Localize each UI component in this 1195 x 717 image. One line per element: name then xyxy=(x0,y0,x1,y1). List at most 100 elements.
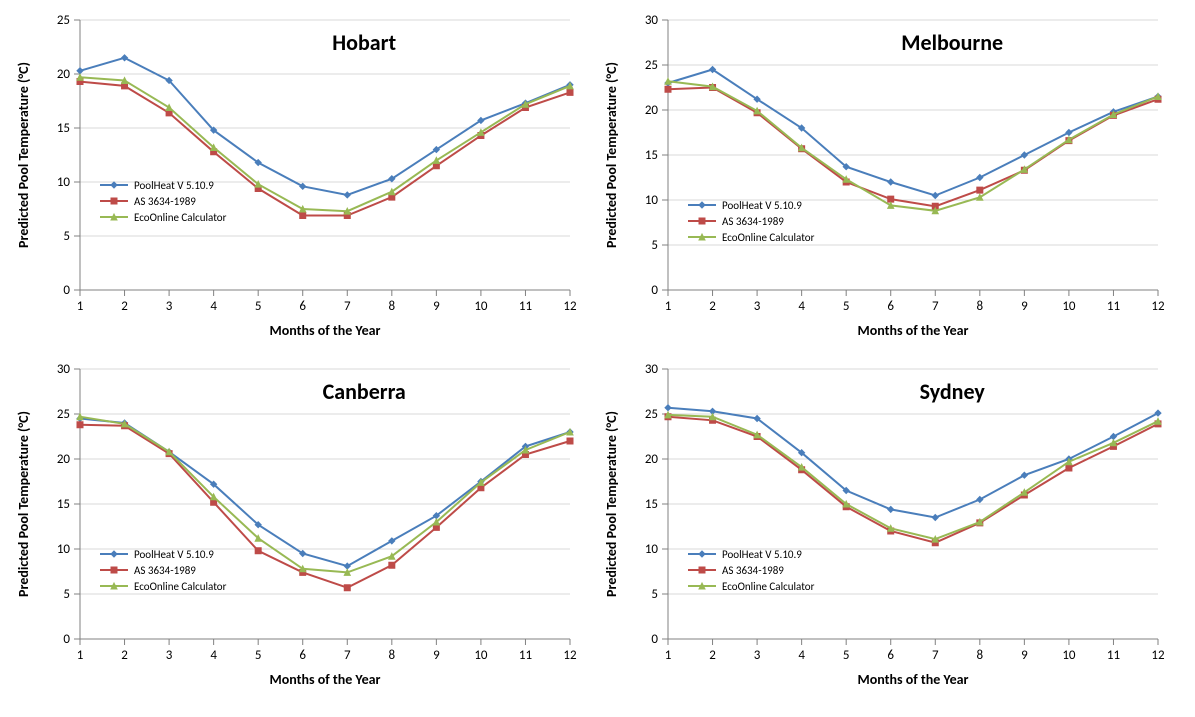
svg-text:5: 5 xyxy=(63,229,70,244)
svg-text:12: 12 xyxy=(563,299,577,314)
svg-text:0: 0 xyxy=(651,283,658,298)
svg-text:6: 6 xyxy=(299,299,306,314)
svg-text:7: 7 xyxy=(931,648,938,663)
svg-text:11: 11 xyxy=(1106,299,1119,314)
svg-text:Melbourne: Melbourne xyxy=(901,29,1003,56)
svg-text:EcoOnline Calculator: EcoOnline Calculator xyxy=(722,231,815,244)
svg-text:20: 20 xyxy=(644,103,658,118)
svg-text:1: 1 xyxy=(664,299,671,314)
svg-text:AS 3634-1989: AS 3634-1989 xyxy=(134,195,196,208)
svg-text:0: 0 xyxy=(63,283,70,298)
svg-text:6: 6 xyxy=(887,648,894,663)
svg-text:EcoOnline Calculator: EcoOnline Calculator xyxy=(722,580,815,593)
svg-text:25: 25 xyxy=(57,13,70,28)
svg-text:Months of the Year: Months of the Year xyxy=(857,322,968,339)
svg-text:25: 25 xyxy=(644,407,657,422)
svg-text:25: 25 xyxy=(644,58,657,73)
svg-text:5: 5 xyxy=(255,648,262,663)
panel-canberra: 051015202530123456789101112CanberraMonth… xyxy=(10,359,598,708)
svg-text:25: 25 xyxy=(57,407,70,422)
svg-text:1: 1 xyxy=(77,648,84,663)
svg-text:5: 5 xyxy=(842,648,849,663)
svg-text:11: 11 xyxy=(519,299,532,314)
svg-text:2: 2 xyxy=(709,299,716,314)
svg-text:11: 11 xyxy=(519,648,532,663)
svg-text:5: 5 xyxy=(842,299,849,314)
svg-text:6: 6 xyxy=(299,648,306,663)
svg-text:0: 0 xyxy=(651,632,658,647)
svg-text:3: 3 xyxy=(166,648,173,663)
svg-text:10: 10 xyxy=(57,542,71,557)
svg-text:30: 30 xyxy=(644,13,658,28)
svg-text:15: 15 xyxy=(644,148,657,163)
svg-text:Months of the Year: Months of the Year xyxy=(857,671,968,688)
svg-text:10: 10 xyxy=(644,193,658,208)
svg-text:8: 8 xyxy=(389,648,396,663)
panel-hobart: 0510152025123456789101112HobartMonths of… xyxy=(10,10,598,359)
svg-text:3: 3 xyxy=(753,648,760,663)
svg-text:15: 15 xyxy=(57,497,70,512)
svg-text:Months of the Year: Months of the Year xyxy=(269,671,380,688)
svg-text:6: 6 xyxy=(887,299,894,314)
svg-text:10: 10 xyxy=(474,299,488,314)
svg-text:PoolHeat V 5.10.9: PoolHeat V 5.10.9 xyxy=(134,179,214,192)
svg-text:12: 12 xyxy=(1151,299,1165,314)
svg-text:Months of the Year: Months of the Year xyxy=(269,322,380,339)
svg-text:EcoOnline Calculator: EcoOnline Calculator xyxy=(134,580,227,593)
svg-text:8: 8 xyxy=(976,648,983,663)
svg-text:AS 3634-1989: AS 3634-1989 xyxy=(722,215,784,228)
svg-text:30: 30 xyxy=(57,362,71,377)
chart-grid: 0510152025123456789101112HobartMonths of… xyxy=(10,10,1185,707)
svg-text:PoolHeat V 5.10.9: PoolHeat V 5.10.9 xyxy=(722,548,802,561)
svg-text:4: 4 xyxy=(798,648,805,663)
panel-melbourne: 051015202530123456789101112MelbourneMont… xyxy=(598,10,1186,359)
svg-text:Predicted Pool Temperature (°C: Predicted Pool Temperature (°C) xyxy=(603,62,620,248)
svg-text:AS 3634-1989: AS 3634-1989 xyxy=(134,564,196,577)
svg-text:20: 20 xyxy=(644,452,658,467)
svg-text:2: 2 xyxy=(121,648,128,663)
svg-text:5: 5 xyxy=(255,299,262,314)
svg-text:9: 9 xyxy=(1021,299,1028,314)
svg-text:10: 10 xyxy=(1062,299,1076,314)
svg-text:PoolHeat V 5.10.9: PoolHeat V 5.10.9 xyxy=(134,548,214,561)
svg-text:AS 3634-1989: AS 3634-1989 xyxy=(722,564,784,577)
svg-text:30: 30 xyxy=(644,362,658,377)
svg-text:20: 20 xyxy=(57,67,71,82)
svg-text:1: 1 xyxy=(664,648,671,663)
svg-text:12: 12 xyxy=(1151,648,1165,663)
svg-text:PoolHeat V 5.10.9: PoolHeat V 5.10.9 xyxy=(722,199,802,212)
svg-text:5: 5 xyxy=(651,238,658,253)
svg-text:20: 20 xyxy=(57,452,71,467)
svg-text:3: 3 xyxy=(166,299,173,314)
svg-text:Predicted Pool Temperature (°C: Predicted Pool Temperature (°C) xyxy=(603,411,620,597)
svg-text:11: 11 xyxy=(1106,648,1119,663)
svg-text:Sydney: Sydney xyxy=(919,378,985,405)
svg-text:10: 10 xyxy=(1062,648,1076,663)
svg-text:4: 4 xyxy=(210,648,217,663)
svg-text:2: 2 xyxy=(121,299,128,314)
svg-text:15: 15 xyxy=(644,497,657,512)
svg-text:EcoOnline Calculator: EcoOnline Calculator xyxy=(134,211,227,224)
panel-sydney: 051015202530123456789101112SydneyMonths … xyxy=(598,359,1186,708)
svg-text:7: 7 xyxy=(344,648,351,663)
svg-text:10: 10 xyxy=(57,175,71,190)
svg-text:4: 4 xyxy=(210,299,217,314)
svg-text:Canberra: Canberra xyxy=(323,378,406,405)
svg-text:12: 12 xyxy=(563,648,577,663)
svg-text:1: 1 xyxy=(77,299,84,314)
svg-text:3: 3 xyxy=(753,299,760,314)
svg-text:5: 5 xyxy=(651,587,658,602)
svg-text:5: 5 xyxy=(63,587,70,602)
svg-text:10: 10 xyxy=(644,542,658,557)
svg-text:2: 2 xyxy=(709,648,716,663)
svg-text:9: 9 xyxy=(1021,648,1028,663)
svg-text:Predicted Pool Temperature (°C: Predicted Pool Temperature (°C) xyxy=(15,411,32,597)
svg-text:9: 9 xyxy=(433,299,440,314)
svg-text:9: 9 xyxy=(433,648,440,663)
svg-text:10: 10 xyxy=(474,648,488,663)
svg-text:0: 0 xyxy=(63,632,70,647)
svg-text:Hobart: Hobart xyxy=(332,29,396,56)
svg-text:Predicted Pool Temperature (°C: Predicted Pool Temperature (°C) xyxy=(15,62,32,248)
svg-text:7: 7 xyxy=(344,299,351,314)
svg-text:8: 8 xyxy=(976,299,983,314)
